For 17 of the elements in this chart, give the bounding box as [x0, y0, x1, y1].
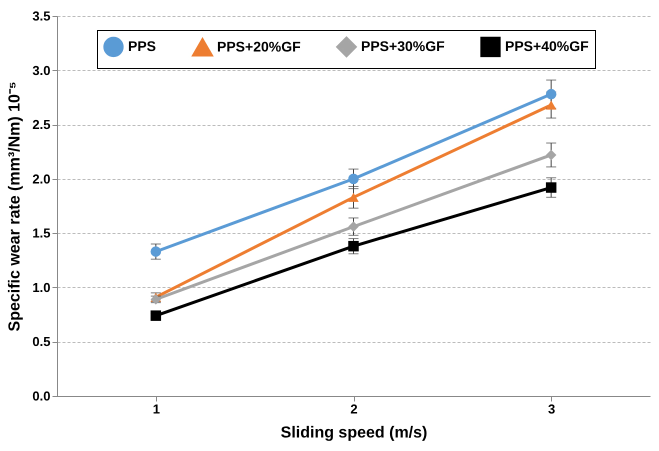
legend-label: PPS: [128, 38, 156, 54]
x-axis-title: Sliding speed (m/s): [280, 424, 428, 442]
y-tick-label: 2.0: [32, 171, 50, 186]
x-tick-label: 3: [548, 402, 556, 416]
y-tick-label: 3.5: [32, 8, 50, 24]
legend-label: PPS+30%GF: [361, 38, 446, 54]
x-tick-label: 2: [350, 402, 358, 416]
legend-label: PPS+20%GF: [217, 38, 302, 54]
y-tick-label: 1.5: [32, 226, 50, 241]
x-tick-label: 1: [152, 402, 160, 416]
y-tick-label: 0.0: [32, 388, 50, 404]
legend-label: PPS+40%GF: [505, 38, 590, 54]
y-tick-label: 1.0: [32, 280, 50, 295]
y-tick-label: 2.5: [32, 117, 50, 132]
y-tick-label: 0.5: [32, 334, 50, 350]
y-tick-label: 3.0: [32, 62, 50, 78]
y-axis-title: Specific wear rate (mm³/Nm) 10⁻⁵: [6, 82, 24, 332]
